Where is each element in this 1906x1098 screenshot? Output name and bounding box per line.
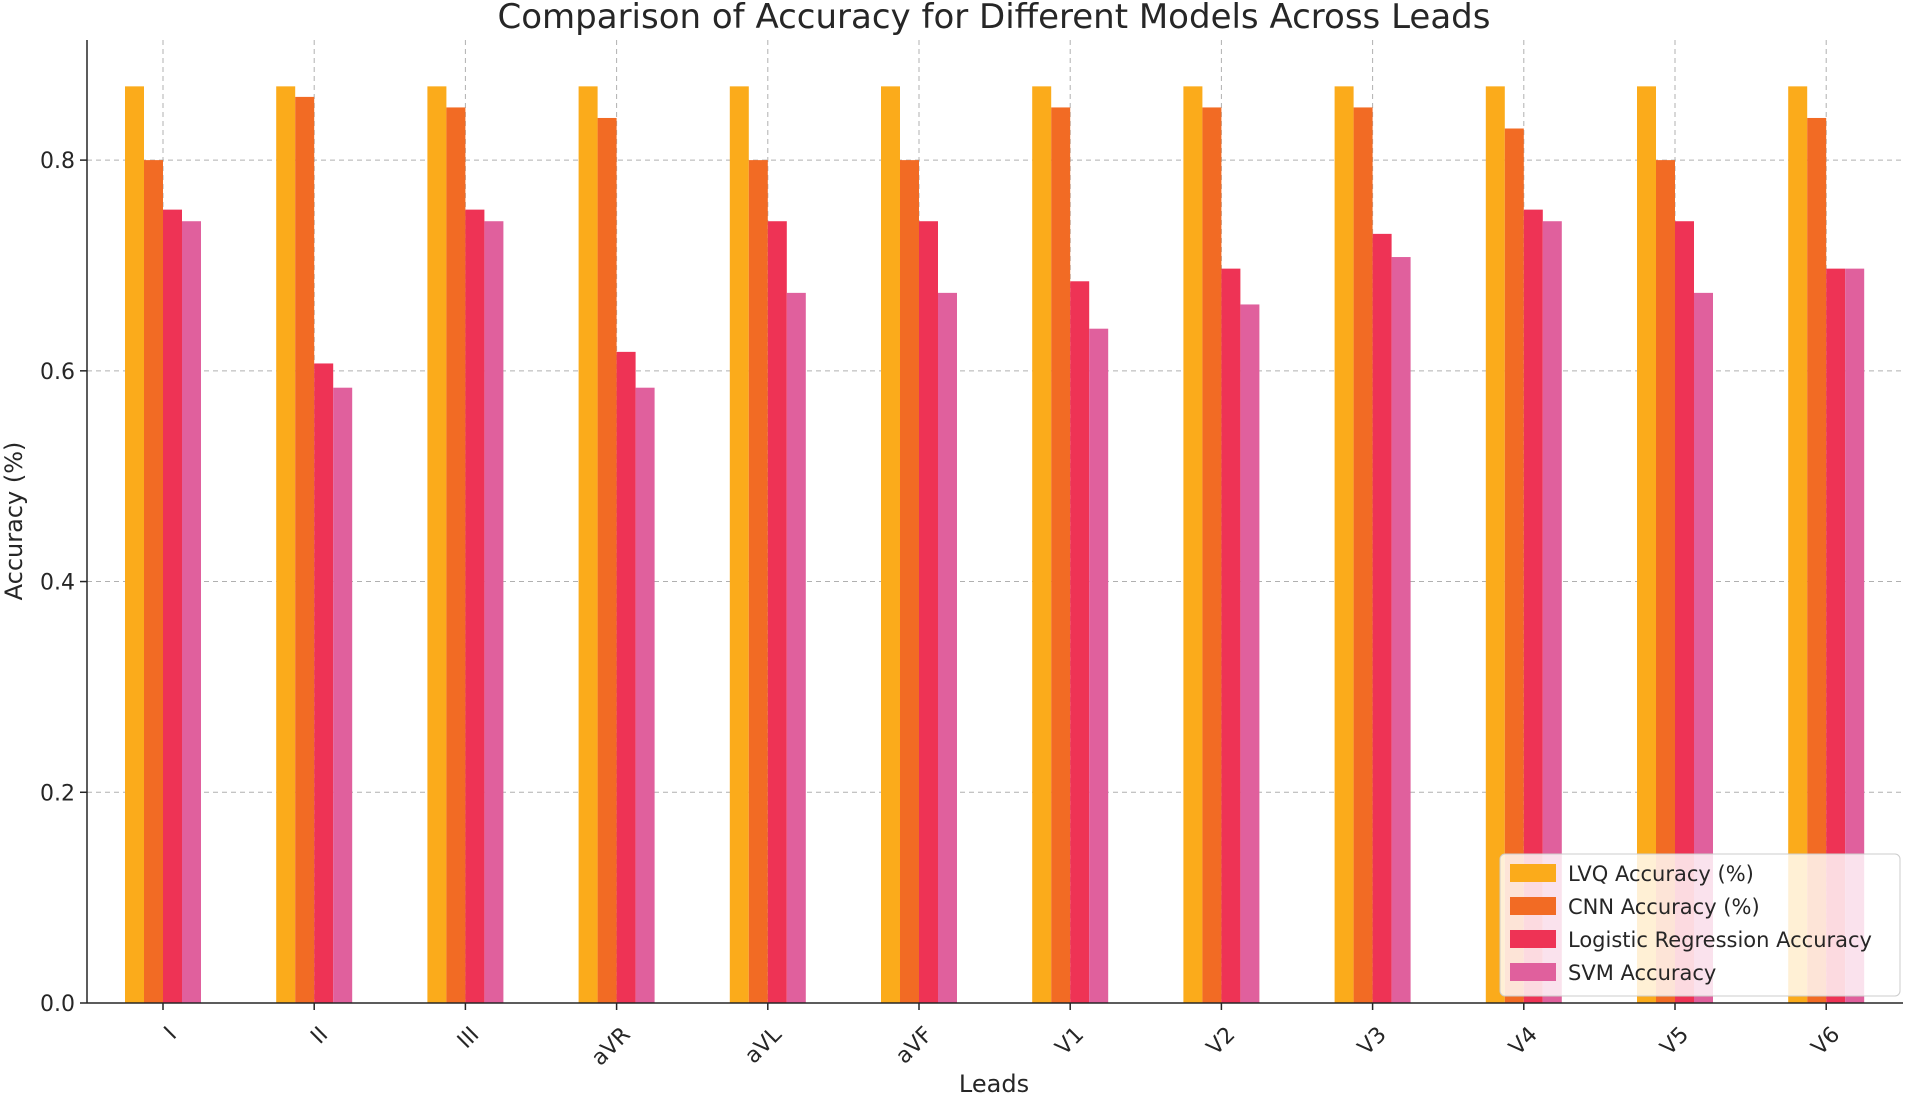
y-tick-label: 0.2 [40, 781, 75, 806]
bar [748, 160, 768, 1004]
bar [1826, 268, 1846, 1003]
bar [427, 86, 447, 1003]
bar [597, 117, 617, 1004]
bar [786, 292, 806, 1003]
y-tick-label: 0.4 [40, 571, 75, 596]
bar [635, 387, 655, 1003]
x-axis-ticks: I II III aVR aVL aVF V1 V2 V3 V4 V5 V6 [160, 1003, 1845, 1071]
legend-swatch [1510, 864, 1556, 882]
bar [1221, 268, 1241, 1003]
bar [1656, 160, 1675, 1004]
bar [333, 387, 353, 1003]
bar [276, 86, 296, 1003]
series-3 [182, 221, 1865, 1003]
bar-series [125, 86, 1865, 1004]
bar [1372, 233, 1392, 1004]
y-tick-label: 0.8 [40, 149, 75, 174]
y-tick-label: 0.6 [40, 360, 75, 385]
bar [616, 351, 636, 1003]
bar [125, 86, 144, 1003]
bar [1334, 86, 1354, 1003]
bar [182, 221, 201, 1003]
legend-swatch [1510, 930, 1556, 948]
bar [1504, 128, 1524, 1003]
bar [938, 292, 957, 1003]
y-axis-label: Accuracy (%) [0, 442, 28, 601]
legend-label: SVM Accuracy [1568, 961, 1716, 985]
bar [919, 221, 938, 1003]
bar [900, 160, 919, 1004]
bar [1845, 268, 1865, 1003]
x-tick-label: aVR [587, 1022, 636, 1071]
x-axis-label: Leads [959, 1070, 1029, 1098]
legend-swatch [1510, 897, 1556, 915]
bar [446, 107, 466, 1003]
bar [1788, 86, 1808, 1003]
bar [1675, 221, 1694, 1003]
bar [1637, 86, 1656, 1003]
bar [1202, 107, 1222, 1003]
chart-title: Comparison of Accuracy for Different Mod… [498, 0, 1491, 37]
bar [295, 96, 315, 1004]
x-tick-label: II [306, 1022, 333, 1049]
bar [1032, 86, 1052, 1003]
bar [578, 86, 598, 1003]
bar [1051, 107, 1071, 1003]
x-tick-label: V6 [1807, 1022, 1845, 1060]
legend-swatch [1510, 963, 1556, 981]
series-2 [163, 209, 1846, 1004]
x-tick-label: V3 [1353, 1022, 1391, 1060]
bar [1089, 328, 1109, 1003]
legend: LVQ Accuracy (%) CNN Accuracy (%) Logistic… [1499, 853, 1901, 997]
bar [144, 160, 163, 1004]
x-tick-label: I [160, 1022, 182, 1044]
bar [1353, 107, 1373, 1003]
x-tick-label: aVL [740, 1022, 787, 1069]
bar [729, 86, 749, 1003]
series-1 [144, 96, 1827, 1004]
x-tick-label: V2 [1202, 1022, 1240, 1060]
legend-label: Logistic Regression Accuracy [1568, 928, 1872, 952]
bar [1485, 86, 1505, 1003]
bar [1391, 257, 1411, 1003]
y-axis-ticks: 0.0 0.2 0.4 0.6 0.8 [40, 149, 87, 1017]
bar [1694, 292, 1713, 1003]
bar [314, 363, 334, 1003]
legend-box [1499, 853, 1901, 997]
bar [1807, 117, 1827, 1004]
bar [465, 209, 485, 1003]
x-tick-label: V4 [1505, 1022, 1543, 1060]
bar [881, 86, 900, 1003]
bar [484, 221, 504, 1003]
bar [767, 221, 787, 1003]
series-0 [125, 86, 1808, 1003]
bar [1523, 209, 1543, 1003]
legend-label: LVQ Accuracy (%) [1568, 862, 1754, 886]
bar [1070, 281, 1090, 1003]
x-tick-label: V5 [1656, 1022, 1694, 1060]
legend-label: CNN Accuracy (%) [1568, 895, 1760, 919]
bar [1542, 221, 1562, 1003]
x-tick-label: aVF [891, 1022, 938, 1069]
x-tick-label: III [453, 1022, 484, 1053]
bar [1183, 86, 1203, 1003]
bar [163, 209, 182, 1003]
y-tick-label: 0.0 [40, 992, 75, 1017]
bar [1240, 304, 1260, 1003]
x-tick-label: V1 [1051, 1022, 1089, 1060]
